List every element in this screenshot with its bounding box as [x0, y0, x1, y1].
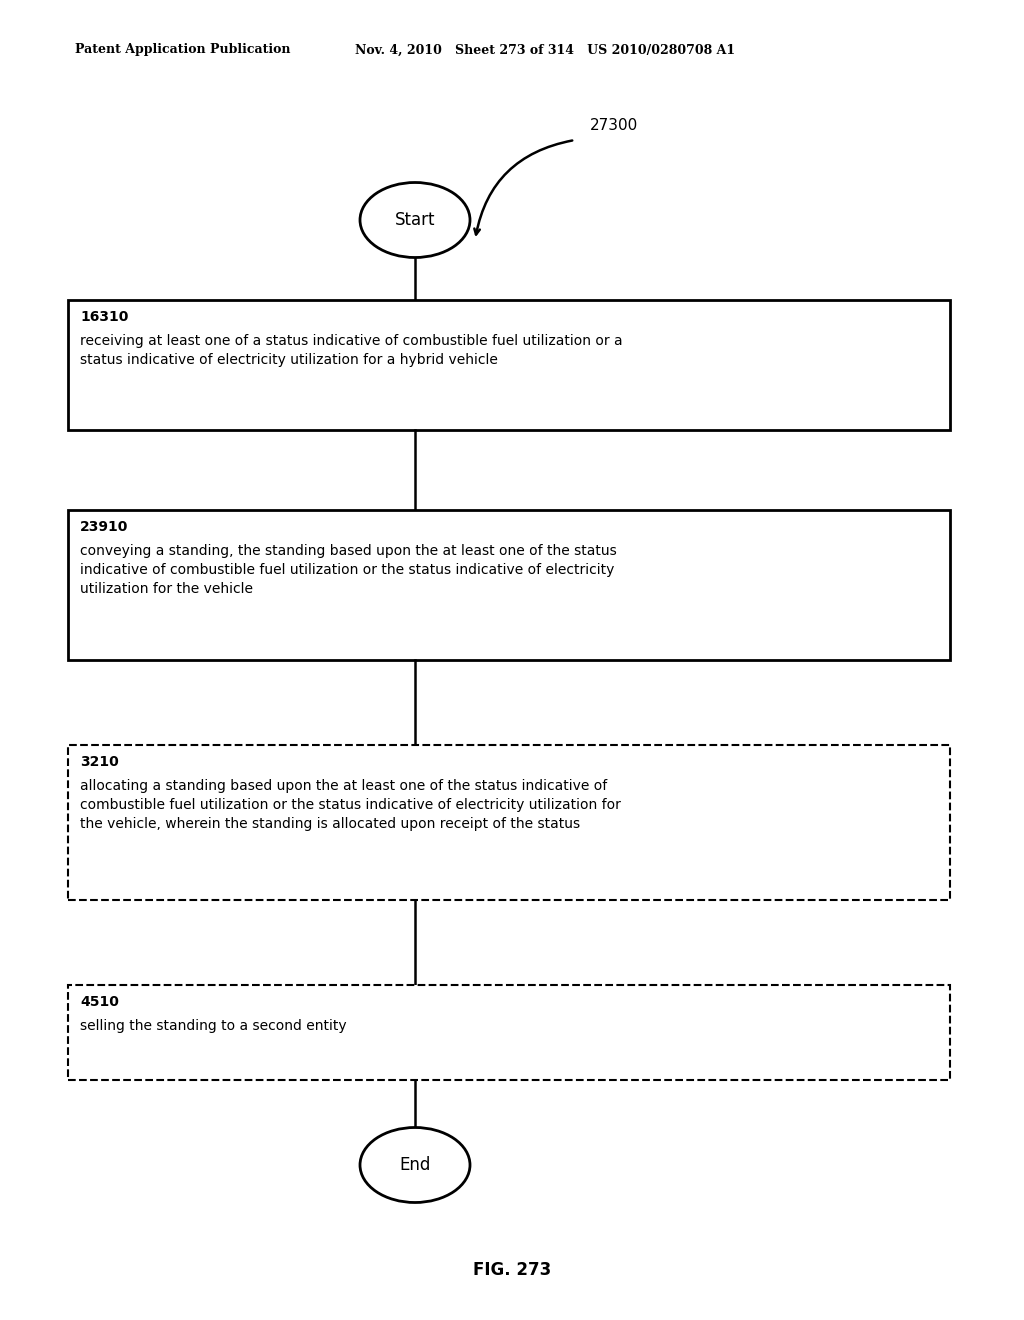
Text: conveying a standing, the standing based upon the at least one of the status
ind: conveying a standing, the standing based… — [80, 544, 616, 595]
Text: Patent Application Publication: Patent Application Publication — [75, 44, 291, 57]
Bar — [68, 510, 950, 660]
Ellipse shape — [360, 1127, 470, 1203]
Bar — [68, 744, 950, 900]
Text: Nov. 4, 2010   Sheet 273 of 314   US 2010/0280708 A1: Nov. 4, 2010 Sheet 273 of 314 US 2010/02… — [355, 44, 735, 57]
Text: 4510: 4510 — [80, 995, 119, 1008]
Text: 3210: 3210 — [80, 755, 119, 770]
Text: 27300: 27300 — [590, 117, 638, 132]
Text: 23910: 23910 — [80, 520, 128, 535]
Bar — [68, 985, 950, 1080]
Text: allocating a standing based upon the at least one of the status indicative of
co: allocating a standing based upon the at … — [80, 779, 621, 830]
Bar — [68, 300, 950, 430]
Text: selling the standing to a second entity: selling the standing to a second entity — [80, 1019, 347, 1034]
Text: receiving at least one of a status indicative of combustible fuel utilization or: receiving at least one of a status indic… — [80, 334, 623, 367]
Text: FIG. 273: FIG. 273 — [473, 1261, 551, 1279]
Ellipse shape — [360, 182, 470, 257]
Text: Start: Start — [394, 211, 435, 228]
Text: End: End — [399, 1156, 431, 1173]
Text: 16310: 16310 — [80, 310, 128, 323]
